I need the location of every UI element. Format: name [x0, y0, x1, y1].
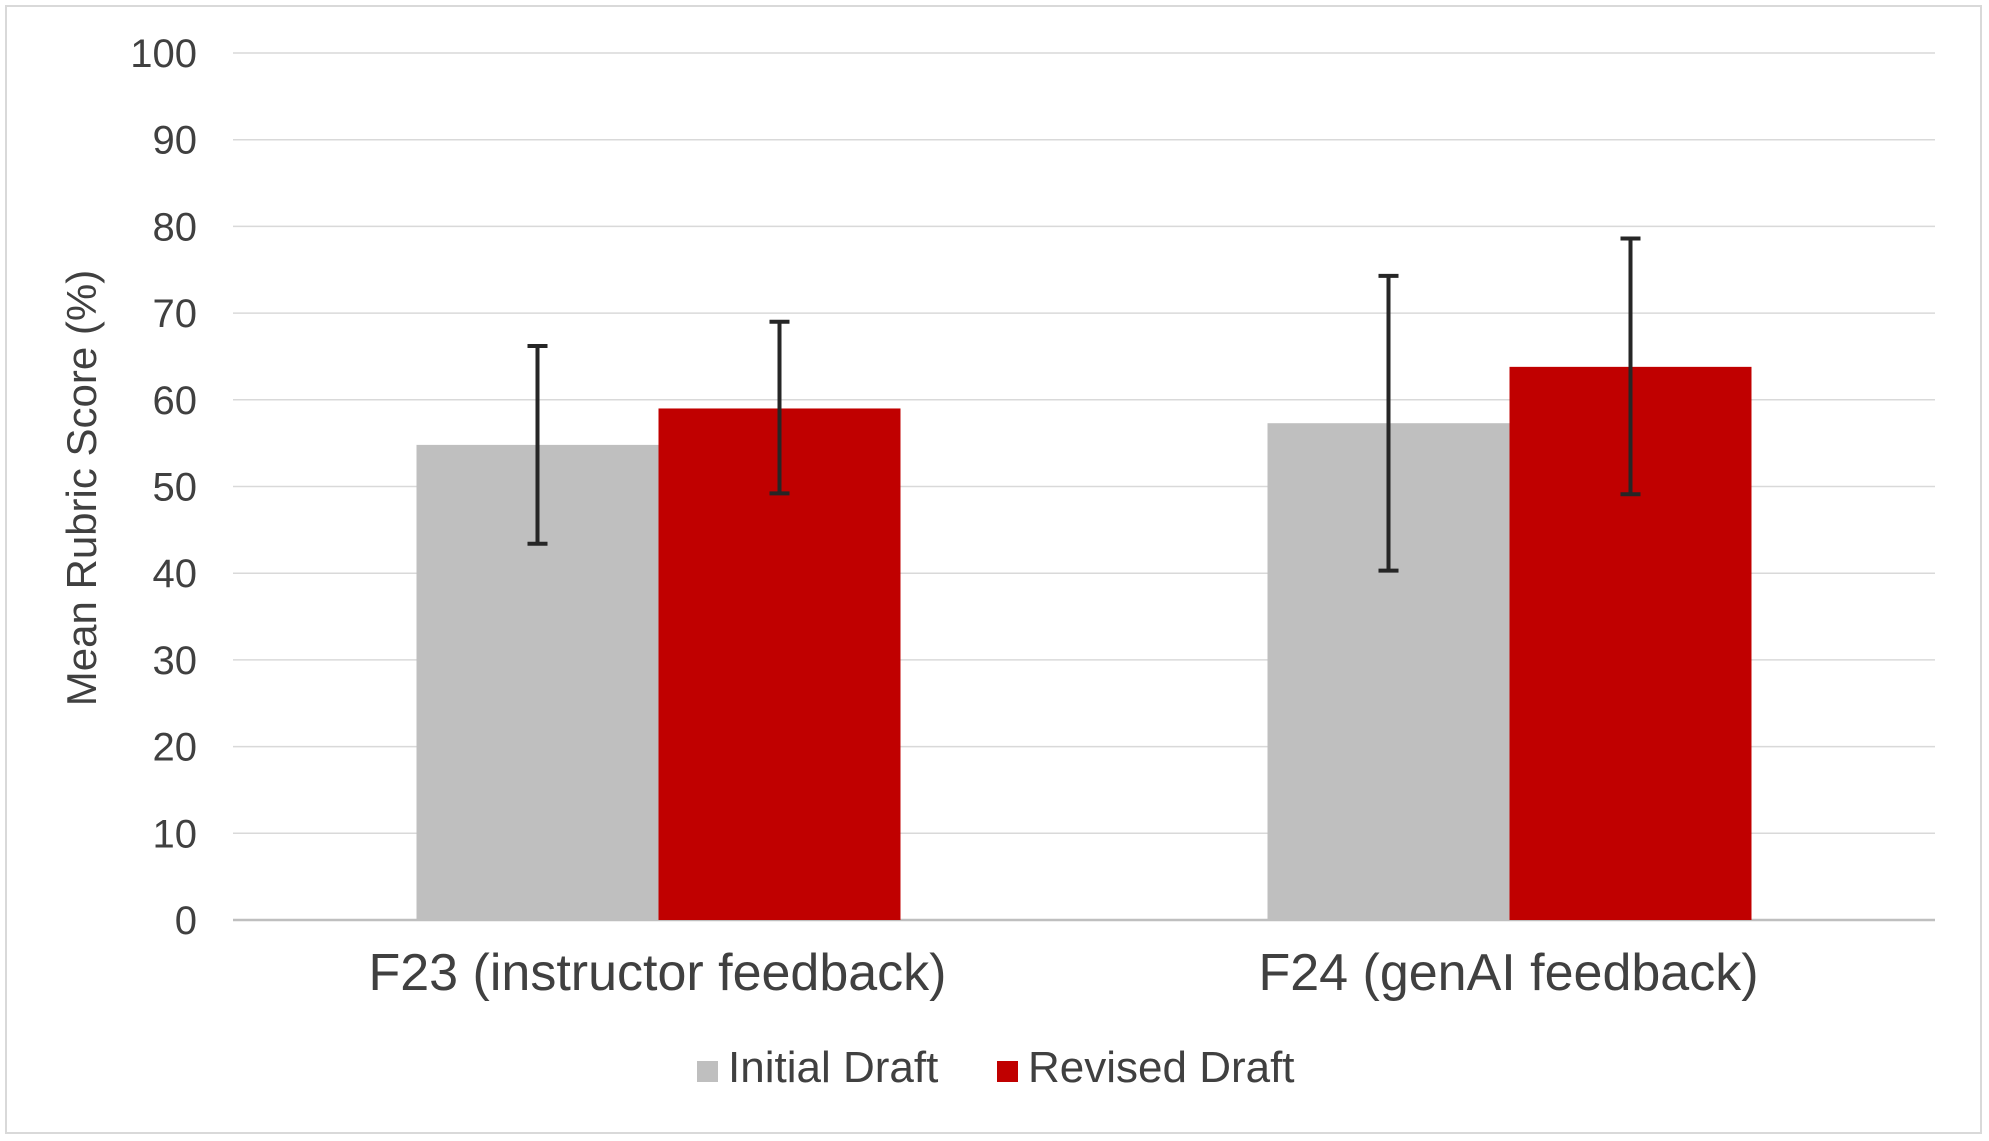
error-bar-initial-1 — [527, 344, 548, 546]
y-tick-label: 20 — [153, 726, 198, 770]
y-tick-label: 60 — [153, 379, 198, 423]
legend-label: Initial Draft — [728, 1043, 938, 1092]
y-tick-label: 100 — [130, 32, 197, 76]
error-bar-initial-2 — [1378, 273, 1399, 573]
legend: Initial Draft Revised Draft — [697, 1043, 1295, 1092]
error-bar-revised-2 — [1620, 236, 1641, 497]
x-category-label: F24 (genAI feedback) — [1258, 944, 1758, 1002]
x-category-label: F23 (instructor feedback) — [368, 944, 946, 1002]
y-axis-title: Mean Rubric Score (%) — [58, 270, 105, 706]
legend-label: Revised Draft — [1028, 1043, 1295, 1092]
bars — [416, 366, 1752, 920]
y-axis-ticks: 0 10 20 30 40 50 60 70 80 90 100 — [130, 32, 197, 943]
y-tick-label: 70 — [153, 292, 198, 336]
y-tick-label: 50 — [153, 466, 198, 510]
y-tick-label: 0 — [175, 899, 197, 943]
y-tick-label: 80 — [153, 205, 198, 249]
x-axis-categories: F23 (instructor feedback) F24 (genAI feed… — [368, 944, 1758, 1002]
y-tick-label: 30 — [153, 639, 198, 683]
y-tick-label: 10 — [153, 812, 198, 856]
error-bar-revised-1 — [769, 319, 790, 496]
legend-swatch — [997, 1061, 1018, 1082]
y-tick-label: 40 — [153, 552, 198, 596]
y-tick-label: 90 — [153, 119, 198, 163]
legend-swatch — [697, 1061, 718, 1082]
error-bars — [527, 236, 1641, 573]
